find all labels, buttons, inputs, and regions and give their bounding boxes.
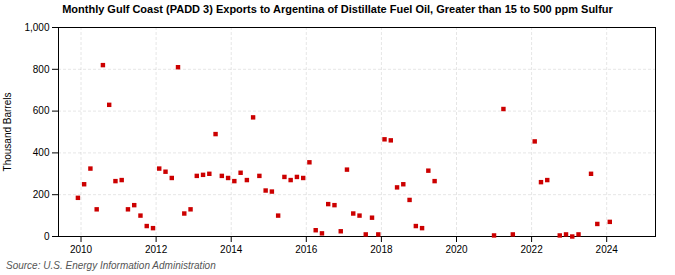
html-text:Source: U.S. Energy Informatio: Source: U.S. Energy Information Administ…: [6, 259, 216, 271]
svg-text:0: 0: [44, 230, 50, 241]
svg-text:1,000: 1,000: [24, 21, 49, 32]
svg-text:2012: 2012: [145, 243, 168, 254]
svg-text:Thousand Barrels: Thousand Barrels: [2, 92, 13, 171]
svg-text:2020: 2020: [445, 243, 468, 254]
svg-text:200: 200: [33, 189, 50, 200]
svg-text:2024: 2024: [596, 243, 619, 254]
html-text:Monthly Gulf Coast (PADD 3) Ex: Monthly Gulf Coast (PADD 3) Exports to A…: [62, 3, 613, 15]
svg-text:2016: 2016: [295, 243, 318, 254]
svg-text:2010: 2010: [70, 243, 93, 254]
svg-text:600: 600: [33, 105, 50, 116]
svg-text:2022: 2022: [520, 243, 543, 254]
svg-text:2018: 2018: [370, 243, 393, 254]
svg-text:800: 800: [33, 63, 50, 74]
svg-text:2014: 2014: [220, 243, 243, 254]
svg-text:400: 400: [33, 147, 50, 158]
